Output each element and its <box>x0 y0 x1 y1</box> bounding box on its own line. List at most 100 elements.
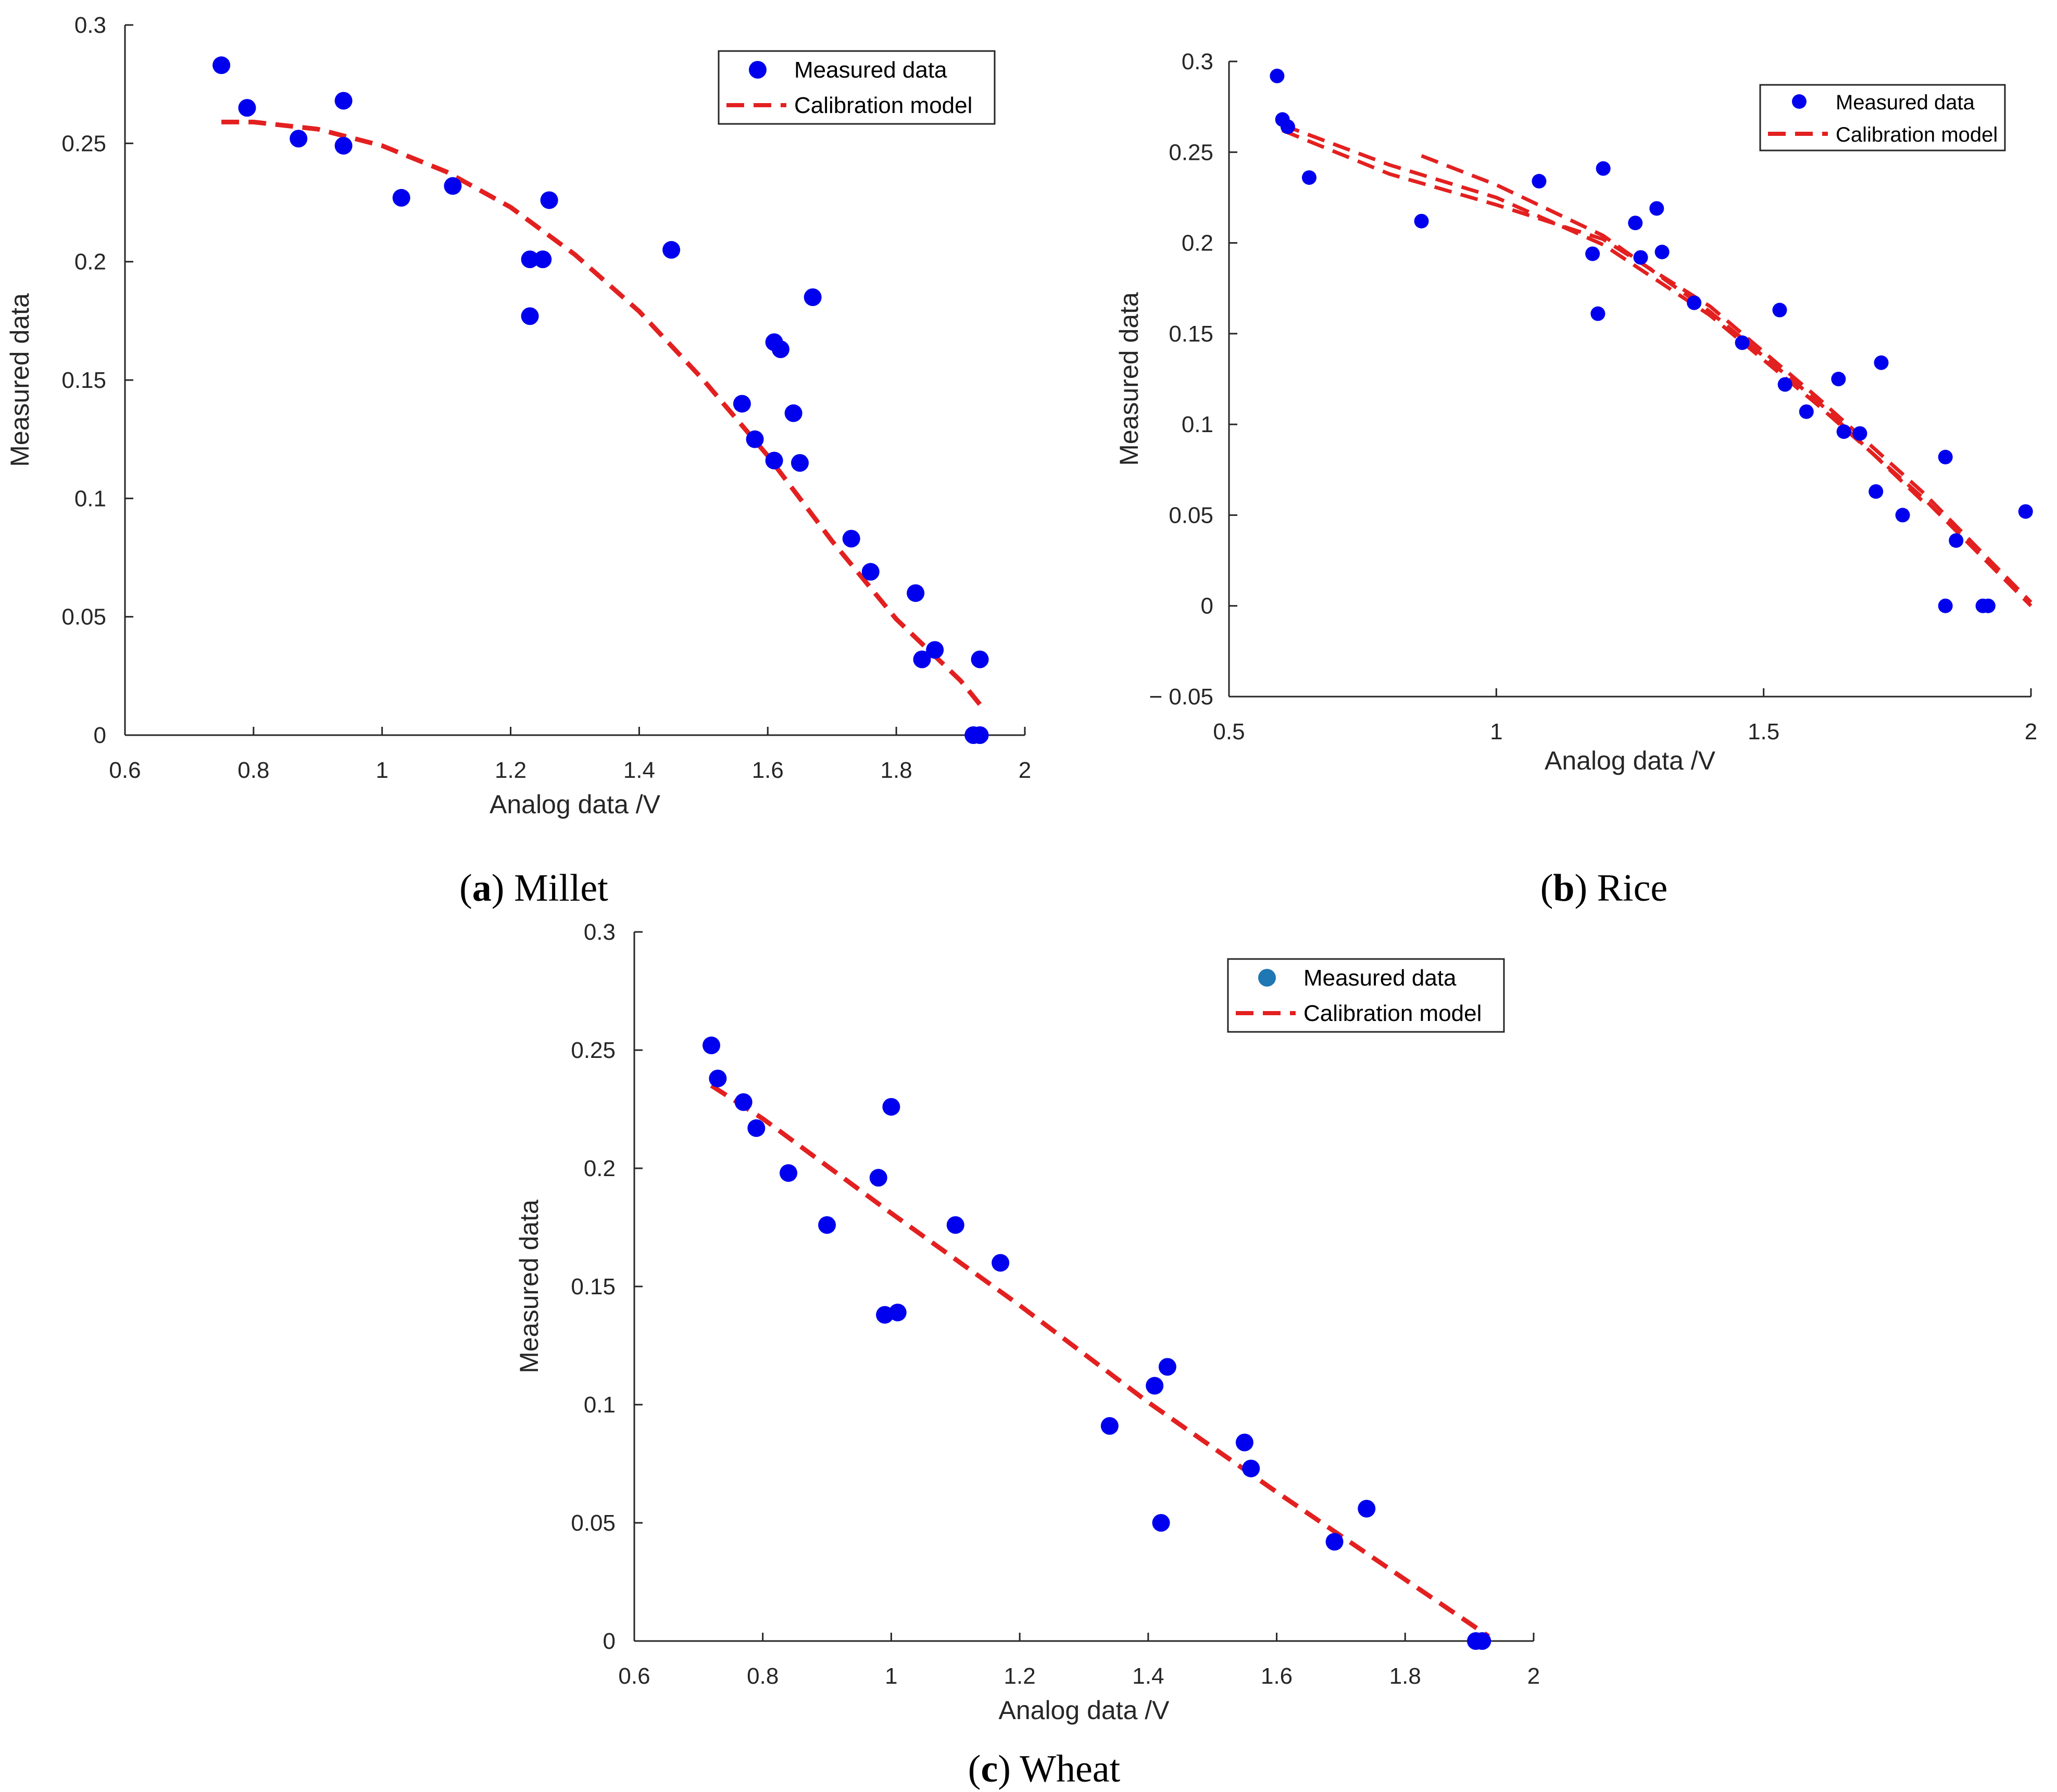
x-tick-label: 1 <box>375 758 388 783</box>
data-point <box>2018 504 2033 519</box>
caption-letter: a <box>472 867 492 910</box>
caption-name: Wheat <box>1020 1748 1121 1790</box>
x-tick-label: 1.6 <box>752 758 784 783</box>
data-point <box>1242 1459 1260 1478</box>
data-point <box>334 92 353 110</box>
chart-rice: 0.5 1 1.5 2 − 0.05 0 0.05 0.1 0.15 0.2 0.25 0.3 Anal… <box>1114 49 2037 910</box>
y-tick-label: 0.15 <box>61 368 106 393</box>
data-point <box>1831 372 1846 386</box>
chart-millet: 0.6 0.8 1 1.2 1.4 1.6 1.8 2 0 0.05 0.1 0.15 0.2 0.25 0… <box>5 12 1031 910</box>
data-point <box>842 529 860 548</box>
y-tick-label: 0 <box>603 1629 616 1654</box>
data-point <box>733 395 751 413</box>
data-point <box>1868 484 1884 499</box>
data-point <box>1270 68 1285 83</box>
data-point <box>888 1303 907 1321</box>
data-point <box>392 188 410 207</box>
legend-label-measured: Measured data <box>794 57 947 83</box>
legend: Measured data Calibration model <box>718 50 996 125</box>
legend: Measured data Calibration model <box>1759 84 2006 152</box>
data-point <box>534 250 552 269</box>
legend-box <box>718 50 996 125</box>
data-point <box>1980 598 1996 613</box>
data-point <box>1100 1417 1119 1435</box>
calibration-model-line <box>221 119 982 706</box>
data-point <box>334 136 353 155</box>
data-point <box>703 1036 721 1054</box>
y-tick-label: 0.25 <box>61 131 106 156</box>
data-point <box>1628 216 1643 231</box>
data-point <box>971 650 989 668</box>
data-point <box>521 307 539 325</box>
caption-name: Rice <box>1597 867 1668 910</box>
x-tick-label: 2 <box>1019 758 1031 783</box>
x-tick-label: 0.6 <box>109 758 141 783</box>
y-tick-label: 0.2 <box>584 1156 616 1181</box>
subfigure-caption: (c) Wheat <box>968 1748 1121 1790</box>
data-point <box>1654 245 1670 259</box>
y-tick-label: 0.2 <box>1182 231 1213 256</box>
chart-wheat: 0.6 0.8 1 1.2 1.4 1.6 1.8 2 0 0.05 0.1 0.15 0.2 0.25 0… <box>515 919 1540 1790</box>
data-point <box>1590 306 1606 321</box>
y-tick-label: − 0.05 <box>1149 684 1213 710</box>
data-point <box>734 1093 752 1111</box>
data-point <box>1596 161 1611 176</box>
caption-paren: ) <box>1575 867 1597 910</box>
x-tick-label: 1 <box>1490 719 1502 744</box>
x-tick-label: 1.8 <box>1389 1663 1421 1689</box>
legend-label-calibration: Calibration model <box>1836 123 1998 146</box>
x-tick-label: 1.2 <box>495 758 526 783</box>
data-point <box>1777 377 1792 392</box>
x-tick-label: 2 <box>2025 719 2037 744</box>
y-axis-label: Measured data <box>1114 292 1144 466</box>
subfigure-caption: (a) Millet <box>459 867 608 910</box>
x-axis-label: Analog data /V <box>998 1696 1170 1725</box>
legend-label-calibration: Calibration model <box>1303 1001 1482 1026</box>
y-tick-label: 0.3 <box>74 12 106 38</box>
y-tick-label: 0.05 <box>571 1510 616 1536</box>
data-point <box>1473 1632 1491 1650</box>
data-point <box>765 451 783 470</box>
data-point <box>1152 1514 1170 1532</box>
data-point <box>1146 1377 1164 1395</box>
calibration-model-line <box>710 1083 1490 1638</box>
x-tick-label: 2 <box>1527 1663 1540 1689</box>
data-point <box>804 288 822 306</box>
caption-paren: ( <box>459 867 472 910</box>
y-tick-label: 0 <box>94 723 106 748</box>
data-point <box>290 130 308 148</box>
data-point <box>946 1216 964 1234</box>
legend-label-measured: Measured data <box>1836 91 1975 114</box>
caption-name: Millet <box>514 867 608 910</box>
legend-marker-icon <box>1258 969 1276 987</box>
data-point <box>971 726 989 744</box>
data-point <box>771 340 789 358</box>
data-point <box>1280 119 1295 134</box>
data-point <box>1235 1433 1253 1452</box>
data-point <box>747 1119 766 1137</box>
x-tick-label: 1 <box>885 1663 897 1689</box>
y-tick-label: 0.3 <box>1182 49 1213 74</box>
data-point <box>1938 598 1953 613</box>
y-tick-label: 0.3 <box>584 919 616 945</box>
y-tick-label: 0.1 <box>74 486 106 511</box>
data-point <box>913 650 931 668</box>
data-point <box>869 1169 887 1187</box>
data-point <box>521 250 539 269</box>
data-point <box>540 191 558 209</box>
data-point <box>1649 201 1664 216</box>
x-tick-label: 1.5 <box>1748 719 1779 744</box>
x-tick-label: 0.5 <box>1213 719 1245 744</box>
subfigure-caption: (b) Rice <box>1540 867 1668 910</box>
y-axis-label: Measured data <box>5 293 34 467</box>
data-point <box>780 1164 798 1182</box>
data-point <box>709 1069 727 1088</box>
data-point <box>818 1216 836 1234</box>
data-point <box>1325 1533 1344 1551</box>
data-point <box>1532 174 1547 189</box>
data-point <box>1874 355 1889 370</box>
y-tick-label: 0.05 <box>1169 502 1213 528</box>
calibration-model-line <box>1282 123 2033 608</box>
y-tick-label: 0.25 <box>1169 140 1213 165</box>
legend-marker-icon <box>749 61 767 79</box>
